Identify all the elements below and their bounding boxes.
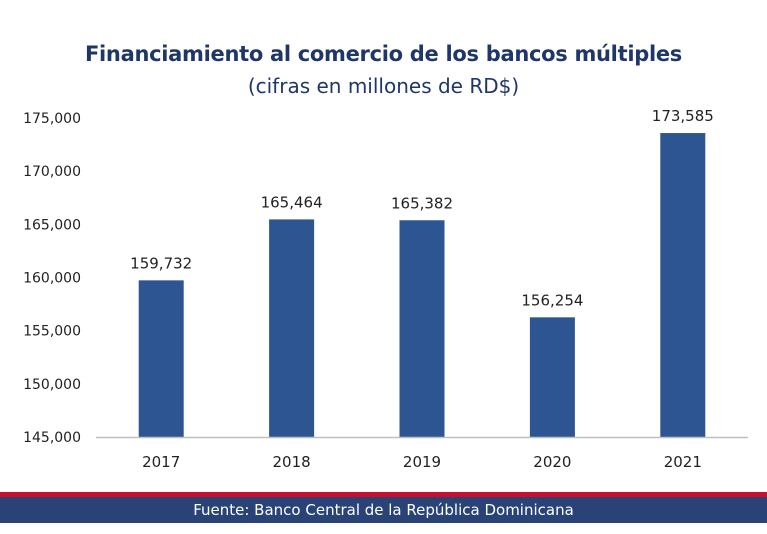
y-tick-label: 150,000 bbox=[23, 377, 81, 393]
x-tick-label: 2017 bbox=[142, 453, 180, 471]
data-label: 156,254 bbox=[521, 291, 583, 309]
y-tick-label: 170,000 bbox=[23, 164, 81, 180]
chart-title: Financiamiento al comercio de los bancos… bbox=[84, 42, 682, 66]
bar-2021 bbox=[660, 133, 706, 437]
footer-accent-stripe bbox=[0, 492, 767, 497]
data-label: 165,382 bbox=[391, 194, 453, 212]
data-label: 159,732 bbox=[130, 254, 192, 272]
bar-2017 bbox=[138, 280, 184, 437]
chart-subtitle: (cifras en millones de RD$) bbox=[247, 74, 520, 98]
x-tick-label: 2021 bbox=[664, 453, 702, 471]
bar-2018 bbox=[269, 219, 315, 437]
y-tick-label: 160,000 bbox=[23, 271, 81, 287]
data-label: 173,585 bbox=[652, 107, 714, 125]
y-tick-label: 145,000 bbox=[23, 430, 81, 446]
y-tick-label: 155,000 bbox=[23, 324, 81, 340]
source-footer: Fuente: Banco Central de la República Do… bbox=[0, 497, 767, 523]
bar-2020 bbox=[529, 317, 575, 437]
x-tick-label: 2020 bbox=[533, 453, 571, 471]
y-tick-label: 175,000 bbox=[23, 111, 81, 127]
x-tick-label: 2018 bbox=[273, 453, 311, 471]
x-tick-label: 2019 bbox=[403, 453, 441, 471]
bar-2019 bbox=[399, 220, 445, 437]
y-tick-label: 165,000 bbox=[23, 217, 81, 233]
data-label: 165,464 bbox=[261, 193, 323, 211]
